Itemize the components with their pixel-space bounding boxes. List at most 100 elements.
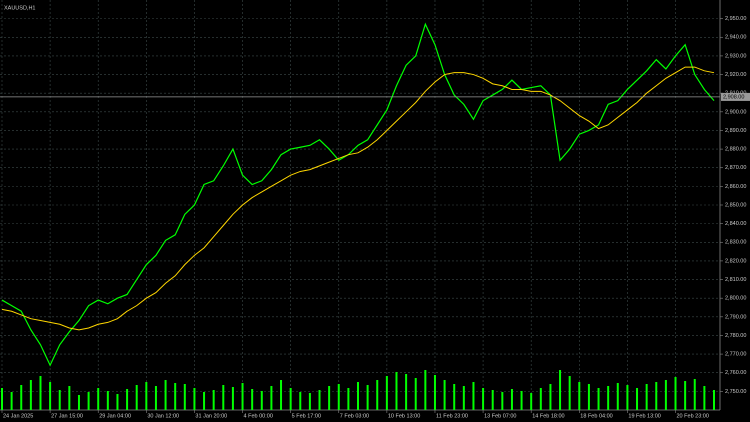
volume-bar	[87, 392, 90, 410]
volume-bar	[260, 391, 263, 410]
volume-bar	[49, 382, 52, 410]
volume-bar	[453, 384, 456, 410]
volume-bar	[20, 385, 23, 410]
volume-bar	[145, 382, 148, 410]
volume-bar	[58, 390, 61, 410]
volume-bar	[10, 392, 13, 410]
volume-bar	[703, 386, 706, 410]
volume-bar	[241, 383, 244, 410]
volume-bar	[587, 384, 590, 410]
volume-bar	[539, 388, 542, 410]
x-tick-label: 11 Feb 23:00	[436, 413, 468, 419]
x-tick-label: 18 Feb 04:00	[580, 413, 612, 419]
x-tick-label: 4 Feb 00:00	[244, 413, 273, 419]
volume-bar	[308, 393, 311, 410]
volume-bar	[135, 385, 138, 410]
volume-bar	[693, 379, 696, 410]
y-tick-label: 2,850.00	[725, 202, 746, 208]
volume-bar	[183, 384, 186, 410]
volume-bar	[636, 388, 639, 410]
x-tick-label: 10 Feb 13:00	[388, 413, 420, 419]
volume-bar	[674, 377, 677, 410]
volume-bar	[193, 388, 196, 410]
volume-bar	[510, 389, 513, 410]
volume-bar	[366, 385, 369, 410]
volume-bar	[578, 382, 581, 410]
volume-bar	[424, 370, 427, 410]
y-tick-label: 2,750.00	[725, 389, 746, 395]
y-tick-label: 2,830.00	[725, 240, 746, 246]
volume-bar	[154, 386, 157, 410]
volume-bar	[106, 391, 109, 410]
volume-bar	[231, 387, 234, 410]
volume-bar	[559, 370, 562, 410]
volume-bar	[664, 380, 667, 410]
volume-bar	[337, 384, 340, 410]
x-tick-label: 13 Feb 07:00	[484, 413, 516, 419]
volume-bar	[645, 384, 648, 410]
volume-bar	[270, 386, 273, 410]
x-tick-label: 29 Jan 04:00	[99, 413, 131, 419]
volume-bar	[212, 390, 215, 410]
volume-bar	[482, 388, 485, 410]
volume-bar	[597, 388, 600, 410]
volume-bar	[29, 380, 32, 410]
volume-bar	[116, 394, 119, 410]
volume-bar	[328, 386, 331, 410]
volume-bar	[1, 388, 3, 410]
y-tick-label: 2,810.00	[725, 277, 746, 283]
y-tick-label: 2,780.00	[725, 333, 746, 339]
y-tick-label: 2,890.00	[725, 128, 746, 134]
volume-bar	[443, 380, 446, 410]
volume-bar	[530, 393, 533, 410]
y-tick-label: 2,950.00	[725, 16, 746, 22]
volume-bar	[357, 382, 359, 410]
volume-bar	[77, 395, 80, 410]
y-tick-label: 2,930.00	[725, 53, 746, 59]
volume-bar	[222, 385, 225, 410]
y-tick-label: 2,860.00	[725, 184, 746, 190]
volume-bar	[472, 382, 475, 410]
volume-bar	[289, 388, 292, 410]
volume-bar	[39, 376, 42, 410]
volume-bar	[655, 382, 658, 410]
volume-bar	[684, 381, 687, 410]
volume-bar	[203, 392, 206, 410]
x-tick-label: 24 Jan 2025	[3, 413, 33, 419]
volume-bar	[164, 380, 167, 410]
volume-bar	[491, 390, 494, 410]
y-tick-label: 2,900.00	[725, 109, 746, 115]
volume-bar	[385, 376, 388, 410]
volume-bar	[626, 385, 629, 410]
volume-bar	[713, 390, 715, 410]
volume-bar	[174, 383, 177, 410]
y-tick-label: 2,940.00	[725, 35, 746, 41]
volume-bar	[299, 392, 302, 410]
volume-bar	[616, 383, 619, 410]
x-tick-label: 20 Feb 23:00	[677, 413, 709, 419]
volume-bar	[251, 389, 254, 410]
x-tick-label: 27 Jan 15:00	[51, 413, 83, 419]
last-price-label: 2,908.00	[723, 94, 744, 100]
volume-bar	[347, 388, 350, 410]
volume-bar	[462, 386, 465, 410]
y-tick-label: 2,880.00	[725, 147, 746, 153]
x-tick-label: 14 Feb 18:00	[532, 413, 564, 419]
x-tick-label: 5 Feb 17:00	[292, 413, 321, 419]
y-tick-label: 2,870.00	[725, 165, 746, 171]
y-tick-label: 2,920.00	[725, 72, 746, 78]
volume-bar	[68, 386, 71, 410]
y-tick-label: 2,790.00	[725, 314, 746, 320]
last-price-box	[721, 92, 750, 101]
volume-bar	[568, 376, 571, 410]
volume-bar	[376, 380, 379, 410]
volume-bar	[549, 384, 552, 410]
series-line	[1, 66, 715, 331]
volume-bar	[433, 375, 436, 410]
volume-bar	[280, 380, 283, 410]
volume-bar	[501, 392, 504, 410]
volume-bar	[318, 390, 321, 410]
